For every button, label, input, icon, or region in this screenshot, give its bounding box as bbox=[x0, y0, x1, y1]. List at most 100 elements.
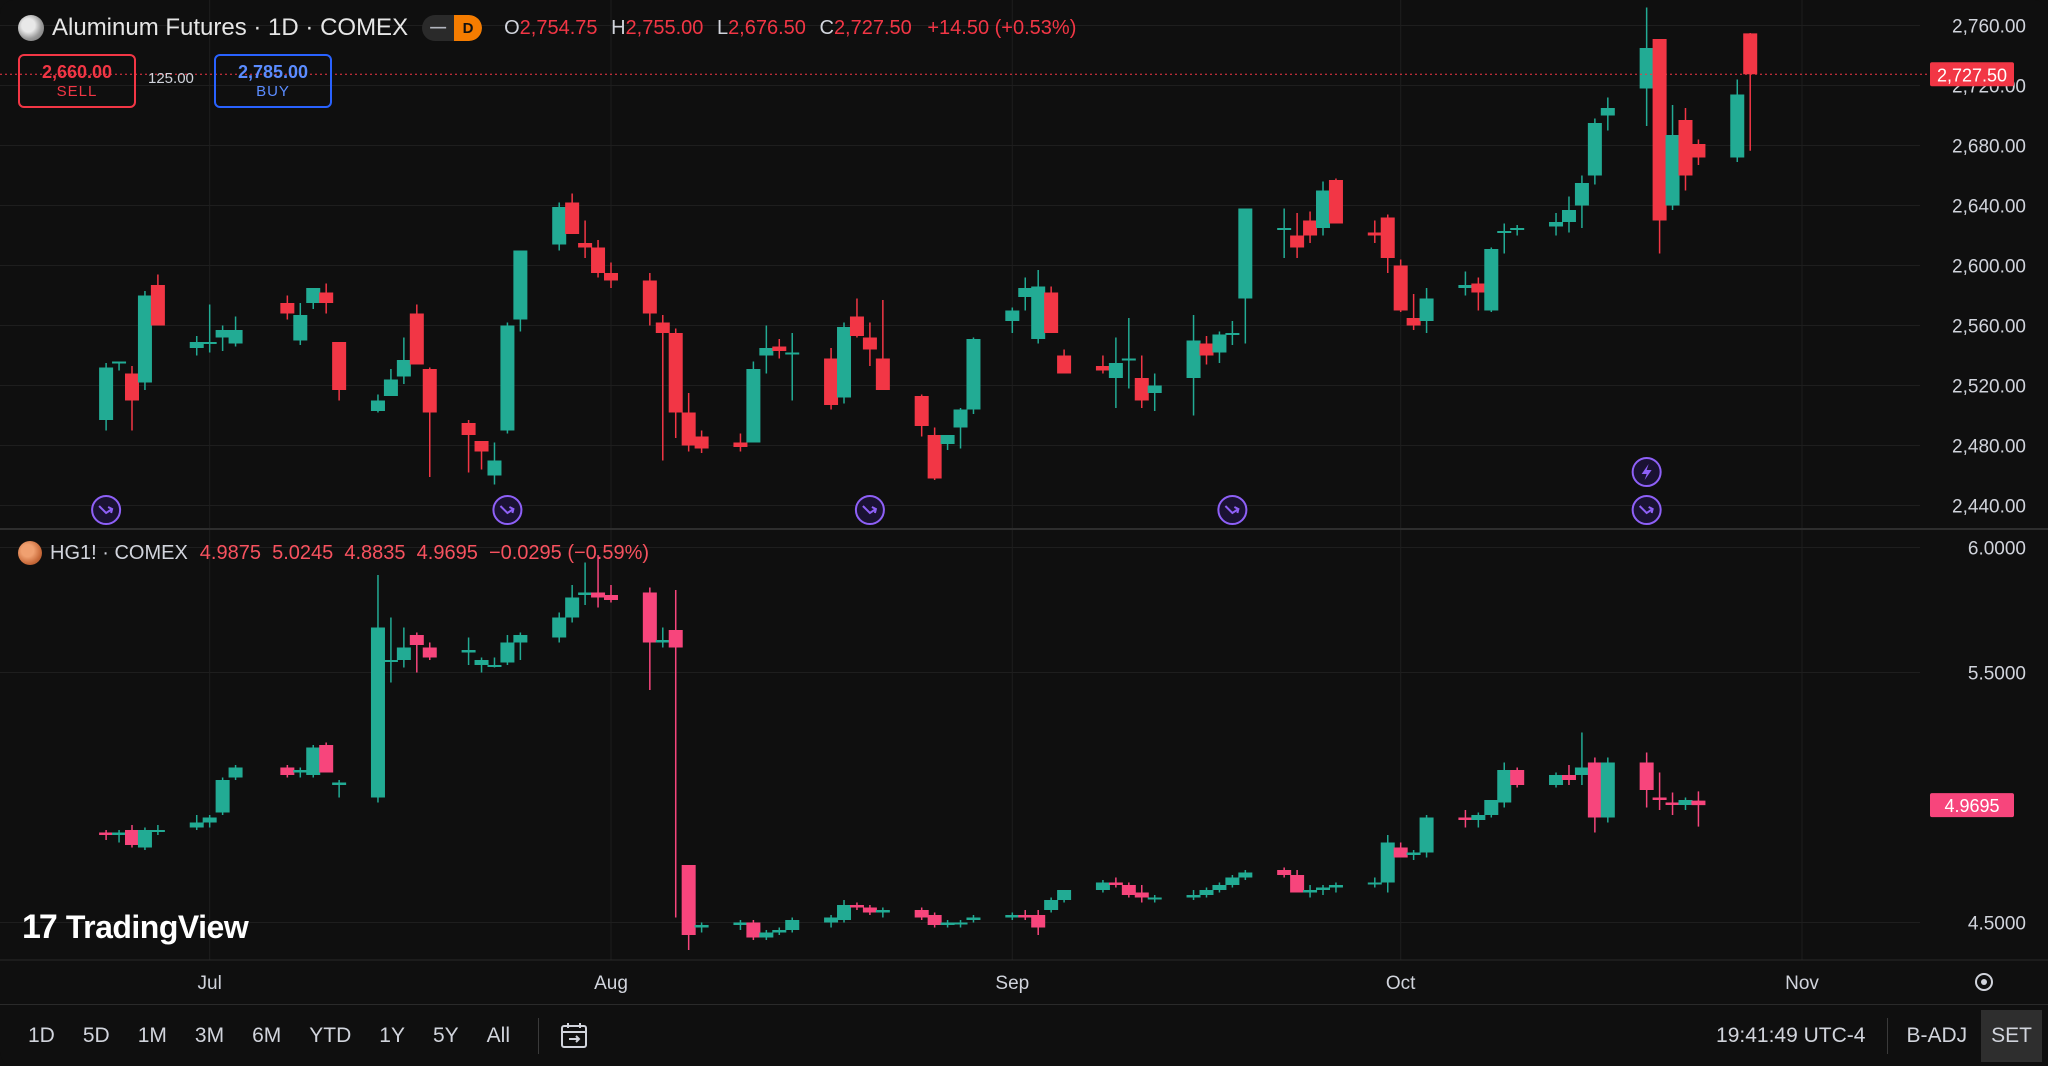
y-axis-label: 4.5000 bbox=[1968, 914, 2026, 935]
range-5d[interactable]: 5D bbox=[82, 1024, 110, 1047]
candle-body bbox=[875, 358, 890, 390]
minus-icon[interactable]: — bbox=[430, 19, 447, 36]
session-toggle[interactable]: SET bbox=[1981, 1010, 2042, 1062]
close-value: 2,727.50 bbox=[833, 16, 912, 39]
candle-body bbox=[150, 830, 165, 832]
candle-body bbox=[125, 830, 139, 845]
buy-button[interactable]: 2,785.00 BUY bbox=[214, 54, 332, 108]
range-6m[interactable]: 6M bbox=[252, 1024, 282, 1047]
change-value: +14.50 (+0.53%) bbox=[927, 16, 1077, 39]
candle-body bbox=[1574, 183, 1589, 206]
candle-body bbox=[422, 647, 437, 658]
rollover-glyph bbox=[862, 505, 878, 515]
candle-body bbox=[215, 780, 230, 813]
candle-body bbox=[785, 352, 800, 355]
candle-body bbox=[461, 650, 476, 653]
candle-body bbox=[1419, 298, 1434, 321]
candle-body bbox=[1290, 875, 1305, 893]
candle-body bbox=[1044, 900, 1059, 910]
candle-body bbox=[759, 932, 774, 938]
interval-badge[interactable]: D bbox=[454, 15, 483, 41]
candle-body bbox=[409, 313, 424, 365]
candle-body bbox=[875, 910, 890, 913]
interval-pill[interactable]: — D bbox=[422, 15, 483, 41]
range-ytd[interactable]: YTD bbox=[309, 1024, 352, 1047]
candle-body bbox=[1600, 108, 1615, 116]
candle-body bbox=[228, 330, 243, 344]
toolbar-divider bbox=[1887, 1018, 1889, 1054]
candle-body bbox=[1743, 33, 1758, 75]
candle-body bbox=[837, 327, 852, 398]
y-axis-label: 2,600.00 bbox=[1952, 257, 2026, 278]
candle-body bbox=[1031, 286, 1046, 339]
candle-body bbox=[1018, 288, 1033, 297]
candle-body bbox=[591, 592, 606, 598]
candle-body bbox=[1549, 222, 1564, 227]
candle-body bbox=[849, 905, 864, 908]
event-marker-circle bbox=[1217, 495, 1248, 525]
candle-body bbox=[966, 917, 981, 920]
range-1d[interactable]: 1D bbox=[28, 1024, 55, 1047]
candle-body bbox=[746, 369, 761, 443]
range-3m[interactable]: 3M bbox=[194, 1024, 225, 1047]
candle-body bbox=[1730, 94, 1745, 158]
range-1y[interactable]: 1Y bbox=[379, 1024, 405, 1047]
candle-body bbox=[396, 360, 411, 377]
candle-body bbox=[1316, 887, 1331, 890]
candle-body bbox=[1044, 292, 1059, 333]
candle-body bbox=[513, 250, 528, 320]
y-axis-label: 2,560.00 bbox=[1952, 317, 2026, 338]
main-symbol-title[interactable]: Aluminum Futures · 1D · COMEX bbox=[52, 14, 409, 41]
candle-body bbox=[1691, 800, 1706, 806]
candle-body bbox=[1367, 882, 1382, 885]
candle-body bbox=[332, 782, 347, 785]
chart-settings-icon[interactable] bbox=[1975, 973, 1993, 991]
range-1m[interactable]: 1M bbox=[137, 1024, 167, 1047]
sub-symbol-title[interactable]: HG1! · COMEX bbox=[50, 541, 188, 564]
sell-button[interactable]: 2,660.00 SELL bbox=[18, 54, 136, 108]
candle-body bbox=[914, 396, 929, 426]
candle-body bbox=[772, 346, 787, 351]
dividend-flash-icon bbox=[1631, 457, 1662, 487]
candle-body bbox=[215, 330, 230, 338]
candle-body bbox=[1380, 842, 1395, 883]
go-to-date-icon[interactable] bbox=[559, 1021, 589, 1051]
candle-body bbox=[1031, 915, 1046, 928]
sub-ohlc-values: 4.9875 5.0245 4.8835 4.9695 −0.0295 (−0.… bbox=[199, 541, 650, 564]
spread-value: 125.00 bbox=[148, 70, 194, 87]
candle-body bbox=[603, 273, 618, 281]
aluminum-symbol-icon bbox=[18, 15, 44, 41]
event-marker-circle bbox=[854, 495, 885, 525]
x-axis-label-oct: Oct bbox=[1386, 973, 1416, 994]
candle-body bbox=[474, 660, 489, 665]
rollover-glyph bbox=[499, 505, 515, 515]
candle-body bbox=[500, 642, 515, 663]
candle-body bbox=[1419, 817, 1434, 853]
candle-body bbox=[1303, 220, 1318, 236]
ohlc-values: O2,754.75 H2,755.00 L2,676.50 C2,727.50 … bbox=[496, 17, 1076, 40]
candle-body bbox=[1665, 135, 1680, 206]
candle-body bbox=[1277, 228, 1292, 230]
candle-body bbox=[1652, 39, 1667, 221]
range-all[interactable]: All bbox=[486, 1024, 510, 1047]
candle-body bbox=[319, 745, 334, 773]
candle-body bbox=[1678, 120, 1693, 176]
candle-body bbox=[1393, 847, 1408, 858]
sell-label: SELL bbox=[56, 83, 98, 100]
candle-body bbox=[1186, 895, 1201, 898]
tradingview-logo[interactable]: 17 TradingView bbox=[22, 908, 249, 947]
y-axis-label: 2,480.00 bbox=[1952, 437, 2026, 458]
last-price-tag bbox=[1930, 62, 2014, 87]
adjustment-toggle[interactable]: B-ADJ bbox=[1906, 1024, 1968, 1047]
candle-body bbox=[914, 910, 929, 918]
candle-body bbox=[966, 339, 981, 410]
clock-timezone[interactable]: 19:41:49 UTC-4 bbox=[1716, 1024, 1866, 1047]
range-5y[interactable]: 5Y bbox=[432, 1024, 459, 1047]
candle-body bbox=[837, 905, 852, 920]
candle-body bbox=[487, 460, 502, 476]
candle-body bbox=[552, 207, 567, 245]
sub-legend: HG1! · COMEX 4.9875 5.0245 4.8835 4.9695… bbox=[18, 541, 649, 565]
candle-body bbox=[565, 202, 580, 234]
